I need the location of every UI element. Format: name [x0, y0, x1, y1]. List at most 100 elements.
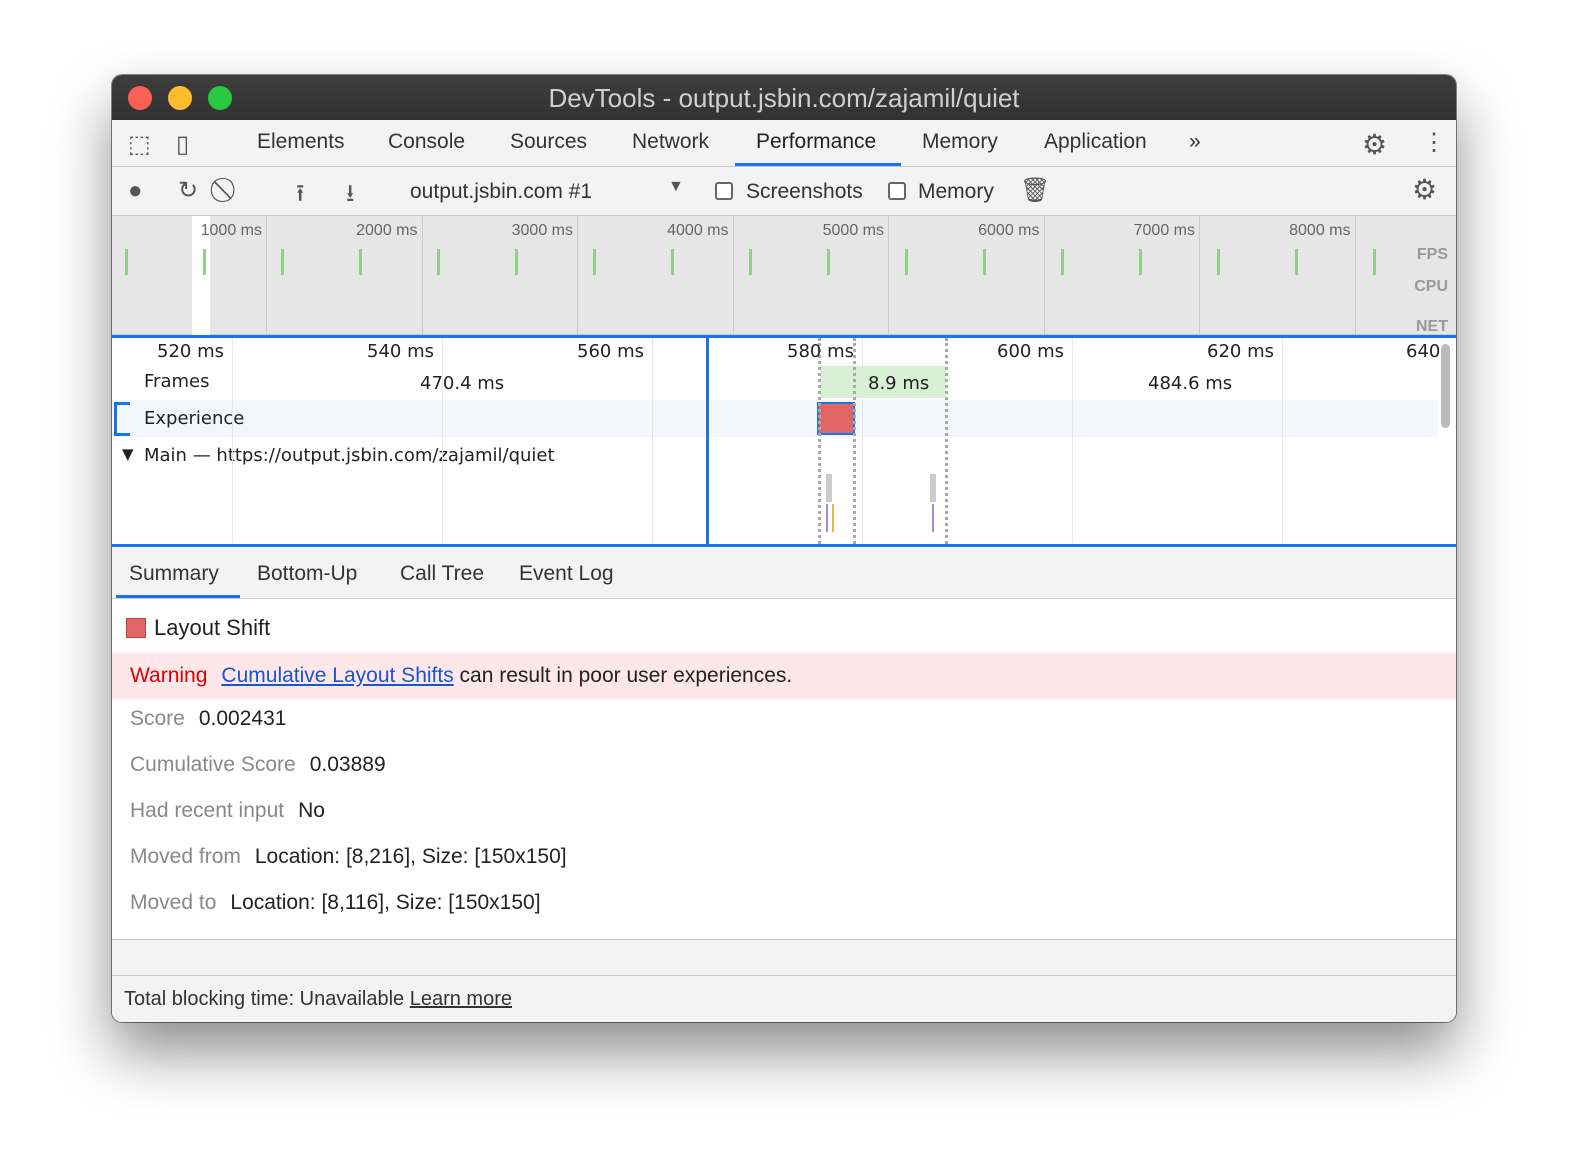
fps-frame-bar: [983, 249, 986, 275]
more-tabs-icon[interactable]: »: [1189, 130, 1201, 153]
fps-frame-bar: [515, 249, 518, 275]
frames-label: Frames: [144, 371, 210, 392]
expand-triangle-icon[interactable]: ▼: [122, 445, 134, 463]
overview-gridline: [1043, 216, 1045, 335]
settings-gear-icon[interactable]: ⚙: [1362, 129, 1388, 160]
tab-memory[interactable]: Memory: [922, 130, 998, 153]
experience-track: [112, 400, 1438, 437]
upload-icon[interactable]: ⭱: [296, 180, 305, 207]
warning-label: Warning: [130, 664, 208, 687]
title-bar: DevTools - output.jsbin.com/zajamil/quie…: [112, 75, 1456, 120]
cursor-line: [706, 338, 709, 544]
task-block[interactable]: [832, 504, 834, 532]
fps-frame-bar: [437, 249, 440, 275]
trash-icon[interactable]: 🗑: [1020, 177, 1051, 204]
device-toolbar-icon[interactable]: ▯: [176, 131, 190, 158]
panel-tabs: ⬚ ▯ Elements Console Sources Network Per…: [112, 120, 1456, 167]
fps-frame-bar: [1139, 249, 1142, 275]
timeline-overview[interactable]: FPS CPU NET 1000 ms 2000 ms 3000 ms 4000 ms…: [112, 216, 1456, 335]
fps-frame-bar: [1373, 249, 1376, 275]
tab-console[interactable]: Console: [388, 130, 466, 153]
tab-network[interactable]: Network: [632, 130, 710, 153]
tab-summary[interactable]: Summary: [129, 562, 219, 585]
flame-gridline: [442, 338, 443, 544]
fps-frame-bar: [827, 249, 830, 275]
event-title-text: Layout Shift: [154, 615, 271, 640]
memory-checkbox[interactable]: [888, 182, 906, 200]
flame-gridline: [652, 338, 653, 544]
tab-sources[interactable]: Sources: [510, 130, 588, 153]
scrollbar[interactable]: [1441, 344, 1450, 428]
event-title: Layout Shift: [126, 615, 270, 641]
screenshots-checkbox[interactable]: [715, 182, 733, 200]
frame-block[interactable]: [820, 366, 946, 398]
overview-gridline: [421, 216, 423, 335]
tab-performance[interactable]: Performance: [756, 130, 877, 153]
flame-tick-label: 580 ms: [787, 341, 854, 362]
overview-gridline: [577, 216, 578, 335]
fps-frame-bar: [671, 249, 674, 275]
fps-frame-bar: [1295, 249, 1298, 275]
layout-shift-swatch: [126, 618, 146, 638]
field-score: Score 0.002431: [130, 707, 287, 730]
screenshots-label: Screenshots: [746, 180, 863, 203]
footer: Total blocking time: Unavailable Learn m…: [112, 975, 1456, 1022]
overview-tick-label: 5000 ms: [822, 222, 884, 239]
fps-frame-bar: [125, 249, 128, 275]
track-selected-marker: [114, 402, 130, 436]
overview-tick-label: 6000 ms: [978, 222, 1040, 239]
tab-elements[interactable]: Elements: [257, 130, 345, 153]
learn-more-link[interactable]: Learn more: [409, 988, 512, 1010]
chevron-down-icon[interactable]: ▼: [668, 178, 684, 195]
task-block[interactable]: [826, 474, 832, 502]
overview-tick-label: 2000 ms: [356, 222, 418, 239]
task-block[interactable]: [826, 504, 828, 532]
spacer-bar: [112, 939, 1456, 975]
recording-select[interactable]: output.jsbin.com #1: [410, 180, 593, 203]
layout-shift-event[interactable]: [817, 402, 855, 435]
overview-selection[interactable]: [192, 216, 210, 335]
overview-tick-label: 7000 ms: [1133, 222, 1195, 239]
tab-event-log[interactable]: Event Log: [519, 562, 614, 585]
experience-label: Experience: [144, 408, 245, 429]
tab-call-tree[interactable]: Call Tree: [400, 562, 485, 585]
capture-settings-gear-icon[interactable]: ⚙: [1412, 174, 1438, 205]
warning-text: can result in poor user experiences.: [453, 664, 793, 687]
frame-duration: 484.6 ms: [1148, 373, 1233, 394]
fps-frame-bar: [359, 249, 362, 275]
flame-chart[interactable]: Frames 470.4 ms 8.9 ms 484.6 ms Experien…: [112, 335, 1456, 547]
flame-tick-label: 520 ms: [157, 341, 224, 362]
main-thread-label: Main — https://output.jsbin.com/zajamil/…: [144, 445, 555, 466]
tbt-text: Total blocking time: Unavailable: [124, 988, 405, 1010]
tab-application[interactable]: Application: [1044, 130, 1147, 153]
flame-tick-label: 560 ms: [577, 341, 644, 362]
inspect-element-icon[interactable]: ⬚: [128, 131, 151, 158]
download-icon[interactable]: ⭳: [346, 180, 355, 207]
overview-gridline: [732, 216, 734, 335]
close-button[interactable]: [128, 86, 152, 110]
fps-frame-bar: [1217, 249, 1220, 275]
cls-link[interactable]: Cumulative Layout Shifts: [221, 664, 454, 687]
overview-gridline: [1199, 216, 1200, 335]
details-tabs: Summary Bottom-Up Call Tree Event Log: [112, 547, 1456, 599]
more-options-icon[interactable]: ⋮: [1422, 129, 1446, 156]
devtools-window: DevTools - output.jsbin.com/zajamil/quie…: [112, 75, 1456, 1022]
maximize-button[interactable]: [208, 86, 232, 110]
tab-bottom-up[interactable]: Bottom-Up: [257, 562, 358, 585]
fps-frame-bar: [593, 249, 596, 275]
reload-icon[interactable]: ↻: [178, 177, 199, 204]
overview-tick-label: 8000 ms: [1289, 222, 1351, 239]
fps-frame-bar: [749, 249, 752, 275]
fps-frame-bar: [281, 249, 284, 275]
field-moved-from: Moved from Location: [8,216], Size: [150x…: [130, 845, 567, 868]
memory-label: Memory: [918, 180, 994, 203]
record-icon[interactable]: ●: [128, 177, 143, 204]
overview-tick-label: 3000 ms: [511, 222, 573, 239]
fps-frame-bar: [905, 249, 908, 275]
flame-gridline: [232, 338, 233, 544]
cpu-lane-label: CPU: [1414, 278, 1448, 295]
task-block[interactable]: [932, 504, 934, 532]
task-block[interactable]: [930, 474, 936, 502]
minimize-button[interactable]: [168, 86, 192, 110]
net-lane-label: NET: [1416, 318, 1448, 335]
